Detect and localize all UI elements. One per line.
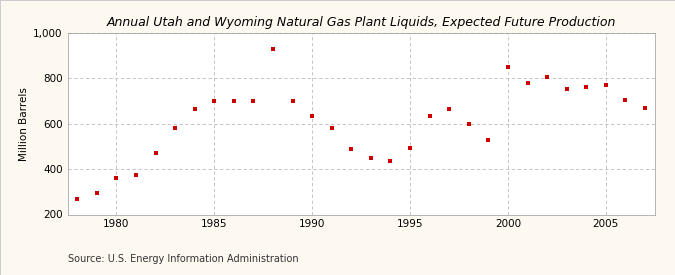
Point [463, 122, 474, 126]
Point [542, 75, 553, 79]
Point [306, 114, 317, 118]
Point [169, 126, 180, 131]
Point [580, 85, 591, 90]
Point [209, 99, 220, 103]
Point [502, 65, 513, 69]
Point [248, 99, 259, 103]
Point [346, 147, 357, 151]
Point [385, 159, 396, 163]
Point [72, 196, 82, 201]
Point [522, 81, 533, 85]
Point [601, 83, 612, 87]
Point [444, 107, 455, 111]
Title: Annual Utah and Wyoming Natural Gas Plant Liquids, Expected Future Production: Annual Utah and Wyoming Natural Gas Plan… [107, 16, 616, 29]
Point [365, 156, 376, 160]
Point [91, 191, 102, 195]
Point [151, 151, 161, 155]
Point [620, 98, 630, 102]
Point [189, 107, 200, 111]
Point [267, 47, 278, 51]
Point [326, 126, 337, 131]
Y-axis label: Million Barrels: Million Barrels [19, 87, 29, 161]
Point [404, 145, 415, 150]
Point [228, 99, 239, 103]
Text: Source: U.S. Energy Information Administration: Source: U.S. Energy Information Administ… [68, 254, 298, 264]
Point [424, 114, 435, 118]
Point [483, 138, 493, 142]
Point [640, 106, 651, 110]
Point [130, 173, 141, 177]
Point [561, 86, 572, 91]
Point [111, 176, 122, 180]
Point [287, 99, 298, 103]
